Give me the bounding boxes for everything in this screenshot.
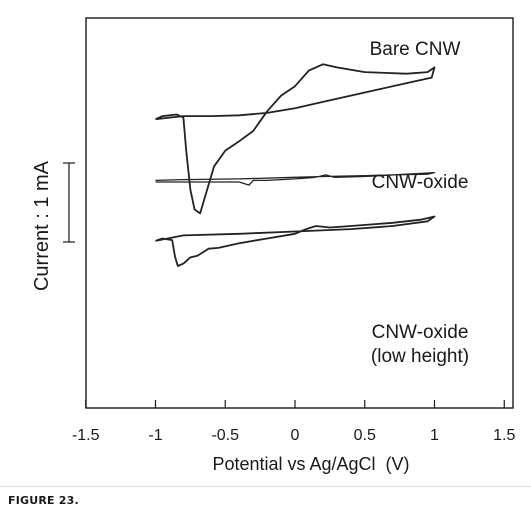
curves <box>155 63 436 267</box>
figure-caption: FIGURE 23. <box>8 494 79 507</box>
series-line-1 <box>155 171 436 186</box>
caption-divider <box>0 486 531 487</box>
series-label: Bare CNW <box>370 39 461 60</box>
x-axis-label: Potential vs Ag/AgCl (V) <box>212 454 409 474</box>
x-tick-label: 0 <box>291 427 300 444</box>
plot-frame <box>85 17 514 409</box>
x-tick-label: 1 <box>430 427 439 444</box>
x-tick-label: -1 <box>148 427 162 444</box>
series-labels: Bare CNW CNW-oxide CNW-oxide (low height) <box>370 39 470 367</box>
x-tick-label: -1.5 <box>72 427 100 444</box>
y-axis-label: Current : 1 mA <box>31 160 53 291</box>
series-line-3 <box>155 215 436 267</box>
series-label: CNW-oxide <box>372 172 469 193</box>
series-label: CNW-oxide <box>372 322 469 343</box>
x-ticks: -1.5 -1 -0.5 0 0.5 1 1.5 <box>72 400 515 444</box>
x-tick-label: -0.5 <box>211 427 239 444</box>
series-line-2 <box>155 63 436 215</box>
cv-chart: -1.5 -1 -0.5 0 0.5 1 1.5 Bare CNW CNW-oxide CNW-… <box>31 17 515 474</box>
x-tick-label: 0.5 <box>354 427 376 444</box>
x-tick-label: 1.5 <box>493 427 515 444</box>
scale-bar <box>63 162 75 243</box>
series-label: (low height) <box>371 346 469 367</box>
